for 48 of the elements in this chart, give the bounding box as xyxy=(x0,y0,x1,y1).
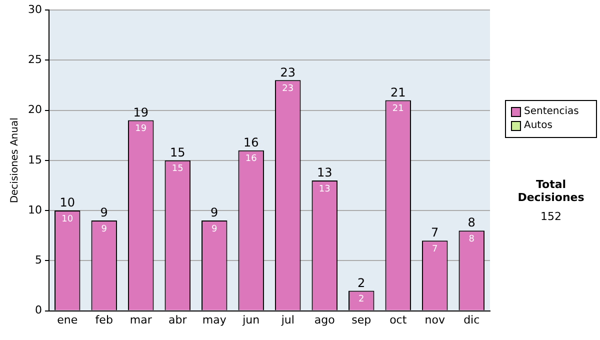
total-label: 2 xyxy=(358,276,366,290)
total-label: 16 xyxy=(243,136,259,150)
legend-label: Autos xyxy=(524,119,552,133)
y-axis-title: Decisiones Anual xyxy=(10,118,21,204)
data-label: 10 xyxy=(62,214,74,224)
x-tick-label: ago xyxy=(314,313,336,326)
total-label: 10 xyxy=(60,196,76,210)
y-tick-label: 5 xyxy=(34,254,42,267)
text: Total Decisiones xyxy=(516,178,586,204)
data-label: 23 xyxy=(282,84,294,94)
text: 152 xyxy=(540,210,562,223)
x-tick-label: feb xyxy=(95,313,113,326)
data-label: 9 xyxy=(212,224,218,234)
data-label: 19 xyxy=(135,124,147,134)
total-label: 19 xyxy=(133,105,149,120)
x-tick-label: may xyxy=(202,313,227,326)
legend-label: Sentencias xyxy=(524,105,579,119)
total-label: 9 xyxy=(210,206,218,220)
y-tick-label: 0 xyxy=(34,304,42,317)
x-tick-label: sep xyxy=(352,313,372,326)
x-tick-label: abr xyxy=(168,313,188,326)
x-tick-label: dic xyxy=(464,313,480,326)
total-label: 7 xyxy=(431,226,439,240)
y-tick-label: 30 xyxy=(28,2,42,16)
data-label: 16 xyxy=(245,154,258,164)
y-tick-label: 10 xyxy=(28,203,42,216)
data-label: 8 xyxy=(468,234,475,244)
data-label: 9 xyxy=(101,224,108,234)
y-tick-label: 20 xyxy=(28,103,42,116)
x-tick-label: jun xyxy=(242,313,260,326)
total-label: 15 xyxy=(170,146,186,160)
total-label: 8 xyxy=(468,216,476,230)
data-label: 13 xyxy=(318,184,330,194)
x-tick-label: ene xyxy=(57,313,78,326)
data-label: 21 xyxy=(392,104,404,114)
x-tick-label: mar xyxy=(130,313,152,326)
data-label: 15 xyxy=(172,164,184,174)
x-tick-label: jul xyxy=(280,313,294,326)
total-label: 23 xyxy=(280,65,296,80)
x-tick-label: oct xyxy=(390,313,408,326)
total-label: 13 xyxy=(316,166,332,180)
total-label: 9 xyxy=(100,206,108,220)
x-tick-label: nov xyxy=(424,313,446,326)
data-label: 7 xyxy=(432,244,438,254)
y-tick-label: 25 xyxy=(28,52,42,66)
total-label: 21 xyxy=(390,85,406,100)
y-tick-label: 15 xyxy=(28,153,42,166)
data-label: 2 xyxy=(358,294,364,305)
